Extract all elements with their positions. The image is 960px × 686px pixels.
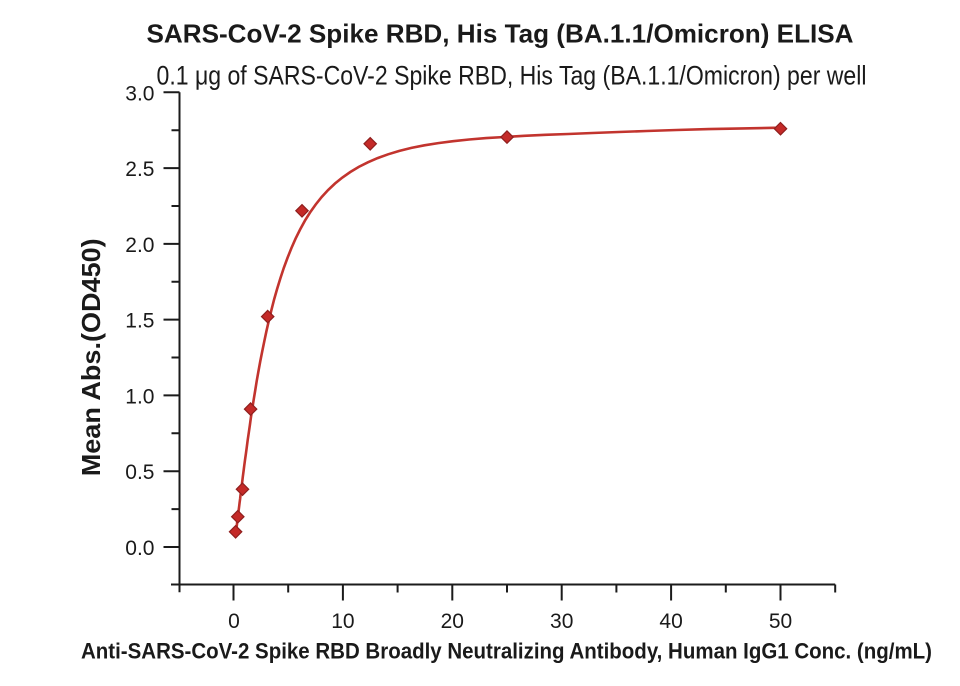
- svg-text:0.5: 0.5: [125, 461, 154, 484]
- svg-text:10: 10: [331, 610, 354, 633]
- svg-text:SARS-CoV-2 Spike RBD, His Tag: SARS-CoV-2 Spike RBD, His Tag (BA.1.1/Om…: [147, 18, 854, 48]
- svg-text:30: 30: [550, 610, 573, 633]
- svg-text:0: 0: [228, 610, 240, 633]
- svg-text:40: 40: [659, 610, 682, 633]
- svg-text:3.0: 3.0: [125, 82, 154, 105]
- svg-text:1.0: 1.0: [125, 385, 154, 408]
- svg-text:20: 20: [441, 610, 464, 633]
- svg-text:1.5: 1.5: [125, 310, 154, 333]
- svg-text:Mean Abs.(OD450): Mean Abs.(OD450): [76, 238, 106, 476]
- svg-text:2.5: 2.5: [125, 158, 154, 181]
- svg-text:2.0: 2.0: [125, 234, 154, 257]
- svg-text:50: 50: [769, 610, 792, 633]
- svg-text:Anti-SARS-CoV-2 Spike RBD Broa: Anti-SARS-CoV-2 Spike RBD Broadly Neutra…: [81, 638, 932, 663]
- svg-text:0.0: 0.0: [125, 537, 154, 560]
- svg-text:0.1 μg of SARS-CoV-2 Spike RBD: 0.1 μg of SARS-CoV-2 Spike RBD, His Tag …: [157, 61, 867, 91]
